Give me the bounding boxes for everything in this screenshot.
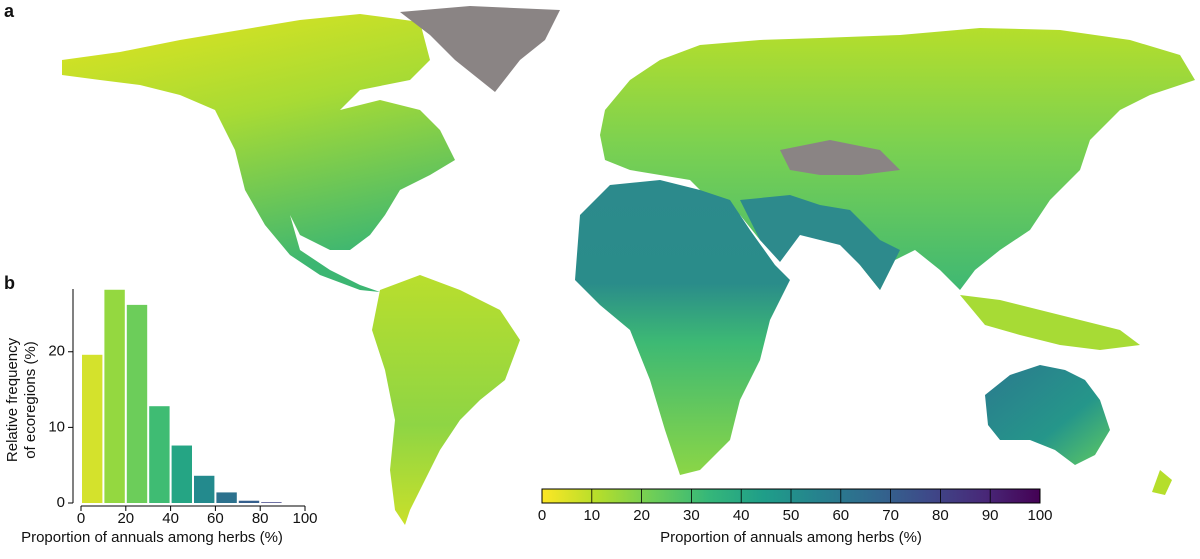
y-tick-label: 10 [48, 418, 65, 435]
bar [104, 289, 125, 503]
new-zealand [1152, 470, 1172, 495]
x-tick-label: 60 [207, 510, 224, 527]
bar [194, 475, 215, 503]
bar [216, 492, 237, 503]
arabia-india [740, 195, 900, 290]
bar [171, 445, 192, 503]
colorbar-tick-label: 100 [1027, 507, 1052, 524]
panel-label: b [4, 273, 15, 293]
colorbar-tick-label: 10 [583, 507, 600, 524]
x-tick-label: 0 [77, 510, 85, 527]
colorbar-tick-label: 30 [683, 507, 700, 524]
world-map [62, 6, 1195, 525]
africa [575, 180, 790, 475]
colorbar: Proportion of annuals among herbs (%) 0 1… [538, 488, 1053, 546]
southeast-asia [960, 295, 1140, 350]
bar [261, 502, 282, 503]
x-axis-label: Proportion of annuals among herbs (%) [21, 529, 283, 546]
y-tick-label: 0 [57, 494, 65, 511]
south-america [372, 275, 520, 525]
y-axis-label: of ecoregions (%) [22, 341, 39, 459]
no-data-region [780, 140, 900, 175]
y-tick-label: 20 [48, 343, 65, 360]
bar [238, 500, 260, 503]
colorbar-tick-label: 20 [633, 507, 650, 524]
histogram: Proportion of annuals among herbs (%) Re… [4, 289, 318, 546]
colorbar-tick-label: 90 [982, 507, 999, 524]
australia [985, 365, 1110, 465]
y-axis-label: Relative frequency [4, 337, 21, 462]
colorbar-label: Proportion of annuals among herbs (%) [660, 529, 922, 546]
colorbar-tick-label: 70 [882, 507, 899, 524]
colorbar-tick-label: 40 [733, 507, 750, 524]
x-tick-label: 80 [252, 510, 269, 527]
bar [126, 304, 148, 503]
panel-label: a [4, 1, 15, 21]
colorbar-tick-label: 50 [783, 507, 800, 524]
colorbar-tick-label: 80 [932, 507, 949, 524]
bar [149, 406, 170, 503]
eurasia [600, 28, 1195, 290]
x-tick-label: 100 [292, 510, 317, 527]
greenland [400, 6, 560, 92]
x-tick-label: 20 [117, 510, 134, 527]
colorbar-tick-label: 0 [538, 507, 546, 524]
north-america [62, 14, 455, 292]
bar [82, 354, 103, 503]
x-tick-label: 40 [162, 510, 179, 527]
colorbar-tick-label: 60 [832, 507, 849, 524]
